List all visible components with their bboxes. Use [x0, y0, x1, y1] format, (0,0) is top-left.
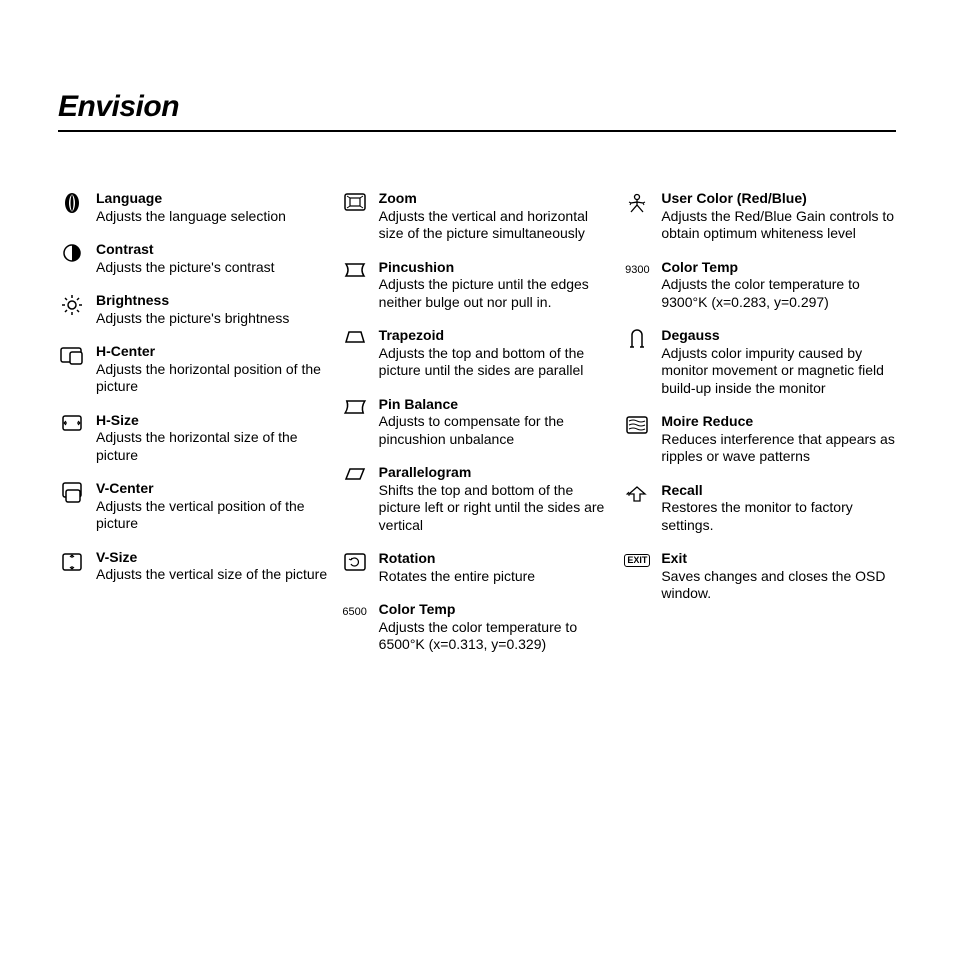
- item-desc: Adjusts the picture's brightness: [96, 310, 289, 326]
- trapezoid-icon: [341, 327, 369, 345]
- item-9300: 9300 Color Temp Adjusts the color temper…: [623, 259, 896, 312]
- item-recall: Recall Restores the monitor to factory s…: [623, 482, 896, 535]
- language-icon: [58, 190, 86, 214]
- item-vsize: V-Size Adjusts the vertical size of the …: [58, 549, 331, 584]
- item-desc: Adjusts the picture's contrast: [96, 259, 275, 275]
- item-desc: Rotates the entire picture: [379, 568, 535, 584]
- item-brightness: Brightness Adjusts the picture's brightn…: [58, 292, 331, 327]
- item-pinbalance: Pin Balance Adjusts to compensate for th…: [341, 396, 614, 449]
- item-desc: Saves changes and closes the OSD window.: [661, 568, 885, 602]
- feature-columns: Language Adjusts the language selection …: [58, 190, 896, 670]
- item-language: Language Adjusts the language selection: [58, 190, 331, 225]
- item-desc: Adjusts the picture until the edges neit…: [379, 276, 589, 310]
- item-title: Parallelogram: [379, 464, 472, 480]
- item-title: Brightness: [96, 292, 169, 308]
- item-desc: Adjusts to compensate for the pincushion…: [379, 413, 564, 447]
- item-title: Recall: [661, 482, 702, 498]
- item-desc: Adjusts the vertical and horizontal size…: [379, 208, 588, 242]
- item-hsize: H-Size Adjusts the horizontal size of th…: [58, 412, 331, 465]
- vcenter-icon: [58, 480, 86, 504]
- item-title: H-Center: [96, 343, 155, 359]
- brightness-icon: [58, 292, 86, 316]
- item-hcenter: H-Center Adjusts the horizontal position…: [58, 343, 331, 396]
- item-exit: EXIT Exit Saves changes and closes the O…: [623, 550, 896, 603]
- item-trapezoid: Trapezoid Adjusts the top and bottom of …: [341, 327, 614, 380]
- moire-icon: [623, 413, 651, 435]
- item-desc: Adjusts the language selection: [96, 208, 286, 224]
- item-title: Pincushion: [379, 259, 454, 275]
- item-title: User Color (Red/Blue): [661, 190, 806, 206]
- item-6500: 6500 Color Temp Adjusts the color temper…: [341, 601, 614, 654]
- brand-logo: Envision: [58, 90, 896, 124]
- item-desc: Adjusts color impurity caused by monitor…: [661, 345, 884, 396]
- item-pincushion: Pincushion Adjusts the picture until the…: [341, 259, 614, 312]
- item-title: H-Size: [96, 412, 139, 428]
- degauss-icon: [623, 327, 651, 351]
- item-desc: Reduces interference that appears as rip…: [661, 431, 894, 465]
- recall-icon: [623, 482, 651, 504]
- colortemp-9300-icon: 9300: [623, 259, 651, 276]
- contrast-icon: [58, 241, 86, 263]
- item-degauss: Degauss Adjusts color impurity caused by…: [623, 327, 896, 397]
- item-desc: Adjusts the horizontal size of the pictu…: [96, 429, 298, 463]
- item-title: Contrast: [96, 241, 154, 257]
- item-vcenter: V-Center Adjusts the vertical position o…: [58, 480, 331, 533]
- colortemp-6500-icon: 6500: [341, 601, 369, 618]
- pinbalance-icon: [341, 396, 369, 416]
- item-contrast: Contrast Adjusts the picture's contrast: [58, 241, 331, 276]
- item-desc: Restores the monitor to factory settings…: [661, 499, 852, 533]
- parallelogram-icon: [341, 464, 369, 482]
- item-desc: Shifts the top and bottom of the picture…: [379, 482, 605, 533]
- item-title: Degauss: [661, 327, 719, 343]
- item-title: Color Temp: [661, 259, 738, 275]
- column-1: Language Adjusts the language selection …: [58, 190, 331, 670]
- item-parallelogram: Parallelogram Shifts the top and bottom …: [341, 464, 614, 534]
- column-2: Zoom Adjusts the vertical and horizontal…: [341, 190, 614, 670]
- item-title: Moire Reduce: [661, 413, 753, 429]
- item-rotation: Rotation Rotates the entire picture: [341, 550, 614, 585]
- item-title: Exit: [661, 550, 687, 566]
- usercolor-icon: [623, 190, 651, 214]
- hcenter-icon: [58, 343, 86, 365]
- item-title: Rotation: [379, 550, 436, 566]
- column-3: User Color (Red/Blue) Adjusts the Red/Bl…: [623, 190, 896, 670]
- item-title: V-Center: [96, 480, 154, 496]
- item-title: Pin Balance: [379, 396, 458, 412]
- item-desc: Adjusts the color temperature to 9300°K …: [661, 276, 859, 310]
- zoom-icon: [341, 190, 369, 212]
- vsize-icon: [58, 549, 86, 573]
- item-title: V-Size: [96, 549, 137, 565]
- item-desc: Adjusts the top and bottom of the pictur…: [379, 345, 584, 379]
- header-rule: [58, 130, 896, 132]
- item-desc: Adjusts the Red/Blue Gain controls to ob…: [661, 208, 894, 242]
- pincushion-icon: [341, 259, 369, 279]
- rotation-icon: [341, 550, 369, 572]
- exit-icon: EXIT: [623, 550, 651, 567]
- item-title: Zoom: [379, 190, 417, 206]
- item-title: Color Temp: [379, 601, 456, 617]
- item-title: Language: [96, 190, 162, 206]
- item-usercolor: User Color (Red/Blue) Adjusts the Red/Bl…: [623, 190, 896, 243]
- item-desc: Adjusts the vertical size of the picture: [96, 566, 327, 582]
- item-title: Trapezoid: [379, 327, 444, 343]
- item-moire: Moire Reduce Reduces interference that a…: [623, 413, 896, 466]
- item-zoom: Zoom Adjusts the vertical and horizontal…: [341, 190, 614, 243]
- item-desc: Adjusts the horizontal position of the p…: [96, 361, 321, 395]
- item-desc: Adjusts the color temperature to 6500°K …: [379, 619, 577, 653]
- item-desc: Adjusts the vertical position of the pic…: [96, 498, 305, 532]
- hsize-icon: [58, 412, 86, 432]
